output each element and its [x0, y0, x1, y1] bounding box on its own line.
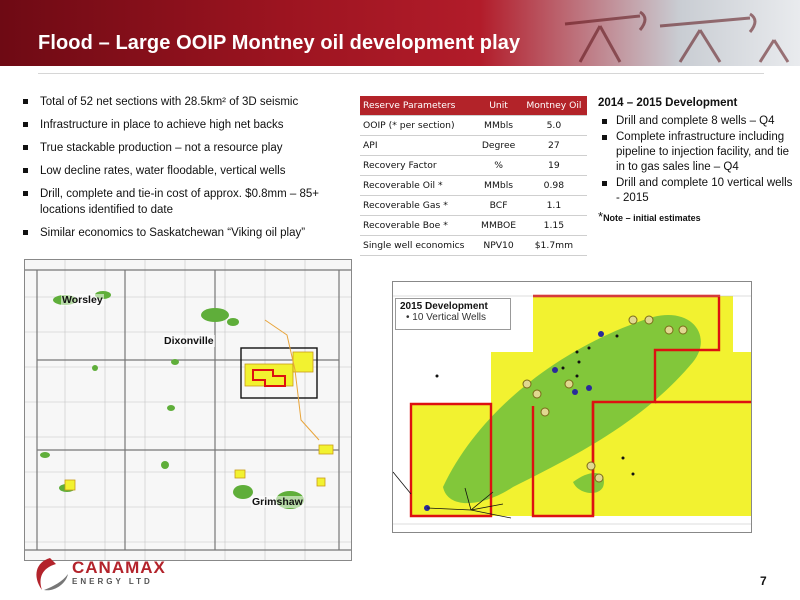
- table-cell: Recovery Factor: [360, 155, 477, 176]
- column-header: Montney Oil: [520, 96, 587, 116]
- table-cell: 5.0: [520, 115, 587, 136]
- table-cell: BCF: [476, 195, 521, 216]
- map-label-dixonville: Dixonville: [163, 335, 215, 347]
- title-banner: Flood – Large OOIP Montney oil developme…: [0, 0, 800, 66]
- table-cell: MMBOE: [476, 215, 521, 236]
- legend-item-label: 10 Vertical Wells: [412, 312, 487, 323]
- development-item: Drill and complete 10 vertical wells - 2…: [598, 176, 793, 206]
- key-point: Drill, complete and tie-in cost of appro…: [18, 186, 353, 218]
- table-cell: 27: [520, 135, 587, 156]
- column-header: Reserve Parameters: [360, 96, 477, 116]
- title-divider: [38, 73, 764, 74]
- development-list: Drill and complete 8 wells – Q4 Complete…: [598, 114, 793, 206]
- table-row: Recoverable Gas * BCF 1.1: [360, 195, 587, 216]
- key-points-list: Total of 52 net sections with 28.5km² of…: [18, 94, 353, 248]
- table-row: API Degree 27: [360, 135, 587, 156]
- table-cell: MMbls: [476, 175, 521, 196]
- table-row: Single well economics NPV10 $1.7mm: [360, 235, 587, 256]
- table-row: Recoverable Oil * MMbls 0.98: [360, 175, 587, 196]
- table-cell: Recoverable Gas *: [360, 195, 477, 216]
- legend-item: • 10 Vertical Wells: [406, 312, 487, 323]
- table-cell: Recoverable Oil *: [360, 175, 477, 196]
- table-cell: API: [360, 135, 477, 156]
- development-item: Drill and complete 8 wells – Q4: [598, 114, 793, 129]
- table-row: Recovery Factor % 19: [360, 155, 587, 176]
- map-label-worsley: Worsley: [61, 294, 104, 306]
- key-point: True stackable production – not a resour…: [18, 140, 353, 156]
- development-plan: 2014 – 2015 Development Drill and comple…: [598, 96, 793, 226]
- logo-swoosh-icon: [36, 558, 68, 591]
- company-logo: CANAMAX ENERGY LTD: [30, 556, 200, 596]
- table-cell: NPV10: [476, 235, 521, 256]
- table-cell: $1.7mm: [520, 235, 587, 256]
- table-row: OOIP (* per section) MMbls 5.0: [360, 115, 587, 136]
- reserve-parameters-table: Reserve Parameters Unit Montney Oil OOIP…: [360, 96, 587, 256]
- development-heading: 2014 – 2015 Development: [598, 97, 738, 109]
- note-star: *: [598, 209, 604, 224]
- key-point: Similar economics to Saskatchewan “Vikin…: [18, 225, 353, 241]
- page-number: 7: [760, 574, 767, 588]
- logo-wordmark: CANAMAX: [72, 558, 166, 577]
- table-cell: MMbls: [476, 115, 521, 136]
- key-point: Low decline rates, water floodable, vert…: [18, 163, 353, 179]
- development-legend: 2015 Development • 10 Vertical Wells: [395, 298, 511, 330]
- development-item: Complete infrastructure including pipeli…: [598, 130, 793, 175]
- column-header: Unit: [476, 96, 521, 116]
- table-cell: 19: [520, 155, 587, 176]
- table-cell: Recoverable Boe *: [360, 215, 477, 236]
- table-cell: 1.1: [520, 195, 587, 216]
- regional-map-graphic: [25, 260, 351, 560]
- table-header-row: Reserve Parameters Unit Montney Oil: [360, 96, 587, 116]
- map-label-grimshaw: Grimshaw: [251, 496, 304, 508]
- table-cell: Single well economics: [360, 235, 477, 256]
- table-cell: %: [476, 155, 521, 176]
- table-row: Recoverable Boe * MMBOE 1.15: [360, 215, 587, 236]
- table-cell: 1.15: [520, 215, 587, 236]
- pumpjack-graphic: [564, 10, 790, 63]
- key-point: Infrastructure in place to achieve high …: [18, 117, 353, 133]
- table-cell: Degree: [476, 135, 521, 156]
- estimates-note: *Note – initial estimates: [598, 209, 793, 226]
- table-cell: OOIP (* per section): [360, 115, 477, 136]
- logo-subtitle: ENERGY LTD: [72, 577, 153, 586]
- note-text: Note – initial estimates: [603, 213, 701, 223]
- legend-title: 2015 Development: [400, 301, 488, 312]
- table-cell: 0.98: [520, 175, 587, 196]
- regional-land-map: Worsley Dixonville Grimshaw: [24, 259, 352, 561]
- page-title: Flood – Large OOIP Montney oil developme…: [38, 32, 521, 54]
- key-point: Total of 52 net sections with 28.5km² of…: [18, 94, 353, 110]
